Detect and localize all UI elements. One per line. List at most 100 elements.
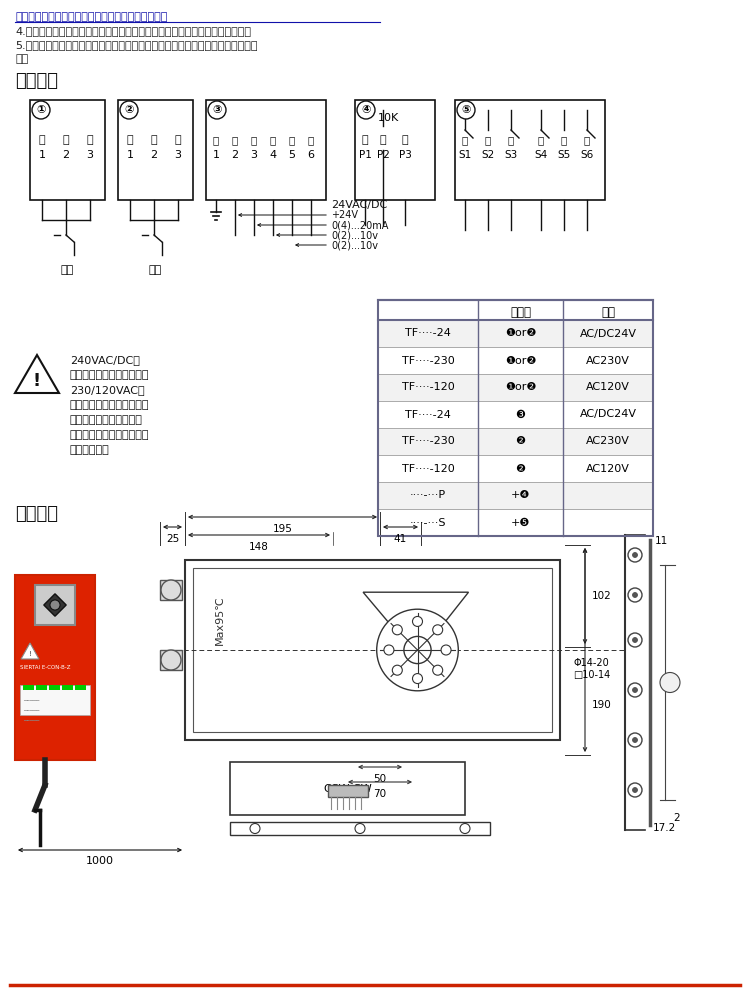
Text: P3: P3 [398,150,412,160]
Text: 黑: 黑 [39,135,45,145]
Text: 请通过安全隔离变压器连接: 请通过安全隔离变压器连接 [70,370,149,380]
Text: 195: 195 [272,524,292,534]
Bar [36,685,47,690]
Text: 10K: 10K [377,113,399,123]
Bar [373,126,393,150]
Text: ····-···S: ····-···S [410,518,446,528]
Text: 黄: 黄 [462,135,468,145]
Bar [49,685,60,690]
Text: AC/DC24V: AC/DC24V [580,328,637,338]
Text: 190: 190 [592,700,612,710]
Circle shape [628,588,642,602]
Text: 紫: 紫 [232,135,238,145]
Bar [193,568,552,732]
Text: 绿: 绿 [308,135,314,145]
Text: 绿: 绿 [402,135,408,145]
Circle shape [357,101,375,119]
Text: 蓝: 蓝 [251,135,257,145]
Text: 3: 3 [86,150,94,160]
Bar [15,575,95,760]
Text: 联轴器偏心，固定支架勾住执行机构处应保留间隙。: 联轴器偏心，固定支架勾住执行机构处应保留间隙。 [15,12,167,22]
Text: 橙: 橙 [362,135,368,145]
Text: +❺: +❺ [511,518,530,528]
Text: ····-···P: ····-···P [410,490,446,500]
Circle shape [413,616,422,626]
Circle shape [628,633,642,647]
Circle shape [632,638,638,643]
Text: 蓝: 蓝 [508,135,515,145]
Text: 2: 2 [62,150,70,160]
Text: 灰: 灰 [561,135,567,145]
Text: TF····-230: TF····-230 [402,356,454,365]
Text: S2: S2 [482,150,495,160]
Text: 240VAC/DC：: 240VAC/DC： [70,355,140,365]
Text: TF····-120: TF····-120 [402,464,454,474]
Circle shape [628,683,642,697]
Text: 电源: 电源 [601,306,615,318]
Text: TF····-24: TF····-24 [405,410,451,420]
Text: ⑤: ⑤ [461,105,471,115]
Text: 2: 2 [673,813,680,823]
Text: ❶or❷: ❶or❷ [505,356,536,365]
Text: Φ14-20: Φ14-20 [573,658,609,668]
Text: 2: 2 [151,150,157,160]
Text: 230/120VAC：: 230/120VAC： [70,385,145,395]
Text: +❹: +❹ [511,490,530,500]
Bar [20,685,90,715]
Circle shape [161,580,181,600]
Circle shape [384,645,394,655]
Text: ①: ① [36,105,46,115]
Text: TF····-24: TF····-24 [405,328,451,338]
Text: 3: 3 [251,150,257,160]
Circle shape [632,738,638,742]
Text: S5: S5 [557,150,571,160]
Text: ❸: ❸ [515,410,526,420]
Text: 外形尺寸: 外形尺寸 [15,505,58,523]
Text: 黄: 黄 [380,135,386,145]
Text: 绝缘和安全间隙要求接线: 绝缘和安全间隙要求接线 [70,415,142,425]
Text: P1: P1 [358,150,371,160]
Circle shape [413,674,422,684]
Text: 棕: 棕 [151,135,157,145]
Bar [230,822,490,835]
Text: 黄: 黄 [289,135,295,145]
Text: 灰: 灰 [270,135,276,145]
Text: ❶or❷: ❶or❷ [505,382,536,392]
Text: 1: 1 [212,150,220,160]
Bar [206,100,326,200]
Circle shape [441,645,451,655]
Bar [328,784,368,796]
Text: 棕: 棕 [63,135,69,145]
Text: ─────: ───── [23,719,39,724]
Bar [160,580,182,600]
Text: ④: ④ [362,105,370,115]
Text: AC/DC24V: AC/DC24V [580,410,637,420]
Bar [378,320,653,347]
Bar [118,100,193,200]
Circle shape [632,788,638,792]
Circle shape [161,650,181,670]
Text: 50: 50 [374,774,386,784]
Text: AC120V: AC120V [586,382,630,392]
Text: 11: 11 [655,536,668,546]
Text: 请按照相关电气规范规定的: 请按照相关电气规范规定的 [70,400,149,410]
Bar [378,300,653,536]
Text: AC230V: AC230V [586,436,630,446]
Text: 0(4)...20mA: 0(4)...20mA [331,220,388,230]
Text: 电源: 电源 [148,265,162,275]
Text: P2: P2 [376,150,389,160]
Text: 24VAC/DC: 24VAC/DC [331,200,387,210]
Text: ②: ② [124,105,134,115]
Text: AC120V: AC120V [586,464,630,474]
Text: 5: 5 [289,150,296,160]
Text: S4: S4 [534,150,548,160]
Text: 3: 3 [175,150,181,160]
Text: 本产品不断改进请按产品上: 本产品不断改进请按产品上 [70,430,149,440]
Circle shape [32,101,50,119]
Text: !: ! [33,372,41,390]
Circle shape [50,600,60,610]
Circle shape [460,824,470,834]
Text: 电源: 电源 [61,265,74,275]
Text: 绿: 绿 [484,135,491,145]
Circle shape [208,101,226,119]
